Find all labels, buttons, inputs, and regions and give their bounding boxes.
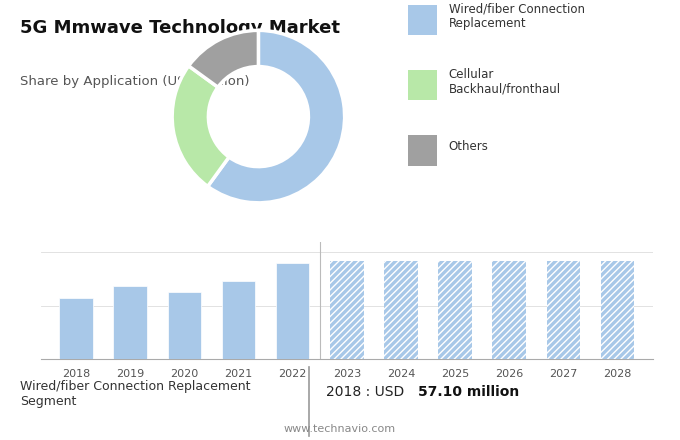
- Text: Share by Application (USD million): Share by Application (USD million): [20, 75, 250, 88]
- Bar: [330, 261, 364, 359]
- Bar: [384, 261, 418, 359]
- FancyBboxPatch shape: [408, 70, 437, 100]
- Wedge shape: [188, 30, 258, 87]
- Text: Cellular
Backhaul/fronthaul: Cellular Backhaul/fronthaul: [449, 68, 561, 95]
- Wedge shape: [207, 30, 345, 203]
- Text: 5G Mmwave Technology Market: 5G Mmwave Technology Market: [20, 18, 341, 37]
- FancyBboxPatch shape: [408, 5, 437, 35]
- Text: Wired/fiber Connection
Replacement: Wired/fiber Connection Replacement: [449, 2, 585, 30]
- FancyBboxPatch shape: [408, 135, 437, 165]
- Text: Wired/fiber Connection Replacement
Segment: Wired/fiber Connection Replacement Segme…: [20, 380, 251, 408]
- Bar: [59, 298, 92, 359]
- Bar: [222, 281, 255, 359]
- Bar: [547, 261, 580, 359]
- Text: 57.10 million: 57.10 million: [418, 385, 520, 399]
- Bar: [276, 263, 309, 359]
- Bar: [492, 261, 526, 359]
- Bar: [114, 286, 147, 359]
- Wedge shape: [172, 66, 229, 187]
- Bar: [439, 261, 472, 359]
- Text: 2018 : USD: 2018 : USD: [326, 385, 409, 399]
- Bar: [167, 292, 201, 359]
- Text: www.technavio.com: www.technavio.com: [284, 424, 396, 434]
- Bar: [601, 261, 634, 359]
- Text: Others: Others: [449, 140, 489, 154]
